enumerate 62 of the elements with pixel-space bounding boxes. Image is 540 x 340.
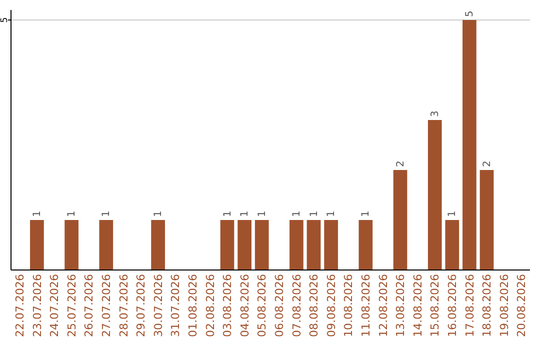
x-tick-label: 24.07.2026 <box>48 274 62 337</box>
data-label: 2 <box>395 160 406 167</box>
bar <box>462 20 476 270</box>
data-label: 2 <box>482 160 493 167</box>
bar <box>445 220 460 270</box>
x-tick-label: 11.08.2026 <box>360 274 372 337</box>
x-tick-label: 23.07.2026 <box>30 274 44 337</box>
x-tick-label: 16.08.2026 <box>446 274 459 337</box>
x-tick-label: 22.07.2026 <box>14 274 26 337</box>
data-label: 1 <box>256 210 268 217</box>
x-tick-label: 04.08.2026 <box>238 274 252 337</box>
bar <box>306 220 321 270</box>
data-label: 1 <box>326 210 338 217</box>
data-label: 1 <box>32 210 43 217</box>
x-tick-label: 26.07.2026 <box>82 274 96 337</box>
bar <box>324 220 338 270</box>
bar <box>428 120 442 270</box>
x-tick-label: 15.08.2026 <box>428 274 442 337</box>
x-tick-label: 06.08.2026 <box>273 274 286 337</box>
bar <box>238 220 252 270</box>
x-tick-label: 02.08.2026 <box>204 274 217 337</box>
bar <box>99 220 114 270</box>
x-tick-label: 20.08.2026 <box>515 274 528 337</box>
x-tick-label: 03.08.2026 <box>221 274 234 337</box>
x-tick-label: 18.08.2026 <box>480 274 494 337</box>
x-tick-label: 19.08.2026 <box>498 274 511 337</box>
x-tick-label: 05.08.2026 <box>256 274 269 337</box>
data-label: 1 <box>308 210 320 217</box>
data-label: 3 <box>430 110 441 117</box>
x-tick-label: 31.07.2026 <box>169 274 182 337</box>
bar <box>30 220 44 270</box>
x-tick-label: 01.08.2026 <box>186 274 200 337</box>
x-tick-label: 12.08.2026 <box>376 274 390 337</box>
bar <box>480 170 494 270</box>
bar <box>254 220 269 270</box>
data-label: 1 <box>447 210 458 217</box>
bar <box>151 220 165 270</box>
data-label: 1 <box>291 210 302 217</box>
x-tick-label: 17.08.2026 <box>463 274 476 337</box>
data-label: 1 <box>153 210 164 217</box>
x-tick-label: 25.07.2026 <box>65 274 78 337</box>
bar <box>393 170 408 270</box>
x-tick-label: 10.08.2026 <box>342 274 356 337</box>
x-tick-label: 29.07.2026 <box>134 274 148 337</box>
x-tick-label: 08.08.2026 <box>308 274 321 337</box>
data-label: 1 <box>360 210 372 217</box>
data-label: 1 <box>66 210 78 217</box>
x-tick-label: 28.07.2026 <box>117 274 130 337</box>
x-tick-label: 09.08.2026 <box>324 274 338 337</box>
x-tick-label: 27.07.2026 <box>100 274 113 337</box>
bar <box>358 220 373 270</box>
data-label: 1 <box>240 210 251 217</box>
x-tick-label: 13.08.2026 <box>394 274 408 337</box>
bar <box>290 220 304 270</box>
data-label: 1 <box>222 210 234 217</box>
data-label: 1 <box>101 210 112 217</box>
data-label: 5 <box>464 10 476 17</box>
x-tick-label: 07.08.2026 <box>290 274 304 337</box>
x-tick-label: 30.07.2026 <box>152 274 165 337</box>
bar <box>64 220 78 270</box>
x-tick-label: 14.08.2026 <box>411 274 424 337</box>
bar <box>220 220 234 270</box>
